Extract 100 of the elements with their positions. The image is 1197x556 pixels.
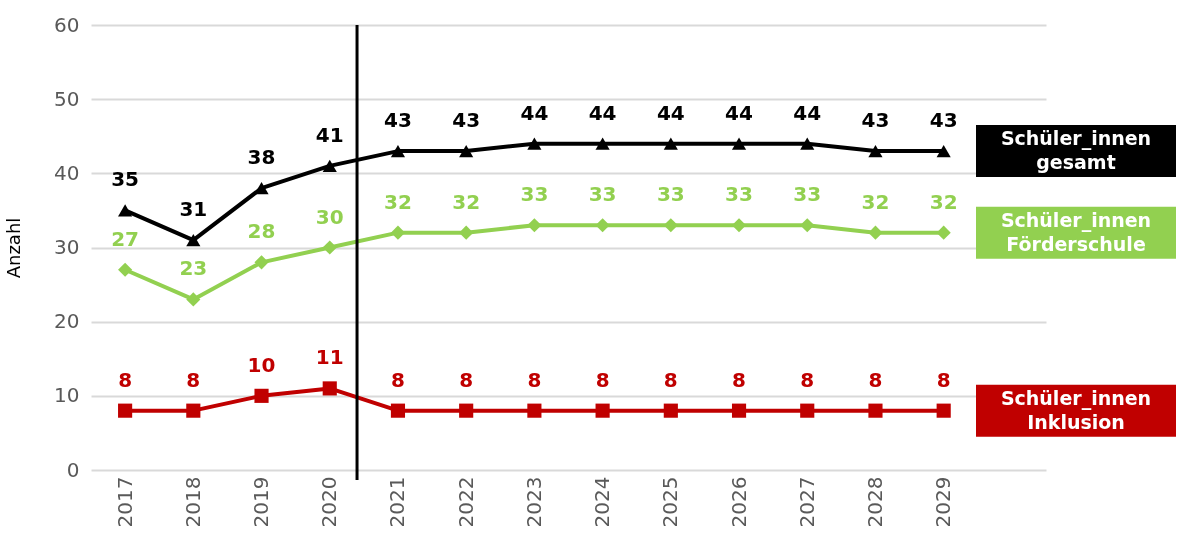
data-label: 8 bbox=[868, 367, 883, 392]
x-tick-label: 2026 bbox=[726, 476, 751, 528]
x-tick-label: 2029 bbox=[931, 476, 956, 528]
y-tick-label: 40 bbox=[54, 160, 80, 185]
point bbox=[459, 225, 474, 240]
point bbox=[527, 403, 542, 418]
x-tick-label: 2022 bbox=[453, 476, 478, 528]
point bbox=[390, 225, 406, 240]
data-label: 31 bbox=[179, 197, 208, 222]
x-tick-label: 2020 bbox=[317, 476, 342, 528]
data-label: 38 bbox=[247, 145, 276, 170]
data-label: 8 bbox=[663, 367, 678, 392]
data-label: 41 bbox=[315, 122, 344, 147]
x-tick-label: 2028 bbox=[862, 476, 887, 528]
data-label: 43 bbox=[452, 108, 481, 133]
data-label: 44 bbox=[588, 100, 617, 125]
text: Schüler_innen Inklusion bbox=[1000, 386, 1152, 433]
y-tick-label: 0 bbox=[66, 457, 80, 482]
point bbox=[936, 403, 951, 418]
point bbox=[595, 218, 610, 233]
point bbox=[186, 403, 201, 418]
data-label: 23 bbox=[179, 256, 208, 281]
x-tick-label: 2018 bbox=[180, 476, 205, 528]
point bbox=[322, 240, 337, 255]
x-tick-label: 2019 bbox=[249, 476, 274, 528]
data-label: 44 bbox=[520, 100, 549, 125]
point bbox=[868, 225, 883, 240]
data-label: 43 bbox=[929, 108, 958, 133]
data-label: 32 bbox=[452, 189, 481, 214]
data-label: 33 bbox=[588, 182, 617, 207]
data-label: 33 bbox=[656, 182, 685, 207]
data-label: 28 bbox=[247, 219, 276, 244]
point bbox=[459, 403, 474, 418]
point bbox=[527, 137, 542, 150]
point bbox=[731, 137, 747, 150]
point bbox=[731, 403, 747, 418]
data-label: 32 bbox=[384, 189, 412, 214]
data-label: 8 bbox=[732, 367, 746, 392]
x-tick-label: 2023 bbox=[521, 476, 546, 528]
point bbox=[936, 144, 951, 158]
point bbox=[186, 292, 201, 307]
data-label: 8 bbox=[595, 367, 610, 392]
y-tick-label: 10 bbox=[54, 383, 80, 408]
data-label: 8 bbox=[186, 367, 201, 392]
point bbox=[731, 218, 747, 233]
point bbox=[186, 233, 201, 247]
point bbox=[800, 218, 815, 233]
point bbox=[595, 403, 610, 418]
point bbox=[527, 218, 542, 233]
point bbox=[254, 255, 269, 270]
data-label: 32 bbox=[861, 189, 890, 214]
data-label: 33 bbox=[725, 182, 753, 207]
point bbox=[254, 182, 269, 195]
data-label: 30 bbox=[315, 204, 344, 229]
data-label: 32 bbox=[929, 189, 958, 214]
point bbox=[254, 388, 269, 403]
y-tick-label: 30 bbox=[54, 235, 80, 259]
text: Schüler_innen Förderschule bbox=[1000, 208, 1152, 255]
point bbox=[390, 403, 406, 418]
y-tick-label: 20 bbox=[54, 309, 80, 334]
point bbox=[868, 144, 883, 158]
y-tick-label: 50 bbox=[54, 86, 80, 111]
point bbox=[800, 137, 815, 150]
x-tick-label: 2027 bbox=[794, 476, 819, 528]
x-tick-label: 2017 bbox=[112, 476, 137, 528]
data-label: 8 bbox=[391, 367, 405, 392]
data-label: 33 bbox=[793, 182, 822, 207]
data-label: 10 bbox=[247, 352, 276, 377]
point bbox=[595, 137, 610, 150]
point bbox=[459, 144, 474, 158]
point bbox=[663, 403, 678, 418]
point bbox=[390, 144, 406, 158]
point bbox=[118, 204, 133, 217]
data-label: 8 bbox=[800, 367, 815, 392]
data-label: 44 bbox=[793, 100, 822, 125]
point bbox=[936, 225, 951, 240]
data-label: 8 bbox=[527, 367, 542, 392]
y-axis-title: Anzahl bbox=[3, 217, 25, 279]
point bbox=[868, 403, 883, 418]
point bbox=[800, 403, 815, 418]
data-label: 27 bbox=[111, 226, 140, 251]
x-tick-label: 2021 bbox=[385, 476, 410, 528]
x-tick-label: 2024 bbox=[590, 476, 615, 528]
data-label: 43 bbox=[861, 108, 890, 133]
point bbox=[322, 381, 337, 396]
data-label: 33 bbox=[520, 182, 549, 207]
point bbox=[322, 159, 337, 173]
data-label: 11 bbox=[315, 345, 344, 370]
point bbox=[663, 218, 678, 233]
data-label: 8 bbox=[459, 367, 474, 392]
point bbox=[118, 262, 133, 277]
data-label: 43 bbox=[384, 108, 412, 133]
point bbox=[663, 137, 678, 150]
x-tick-label: 2025 bbox=[658, 476, 683, 528]
point bbox=[118, 403, 133, 418]
data-label: 35 bbox=[111, 167, 140, 192]
data-label: 44 bbox=[725, 100, 753, 125]
y-tick-label: 60 bbox=[54, 12, 80, 37]
data-label: 8 bbox=[118, 367, 133, 392]
text: Schüler_innen gesamt bbox=[1000, 127, 1152, 174]
